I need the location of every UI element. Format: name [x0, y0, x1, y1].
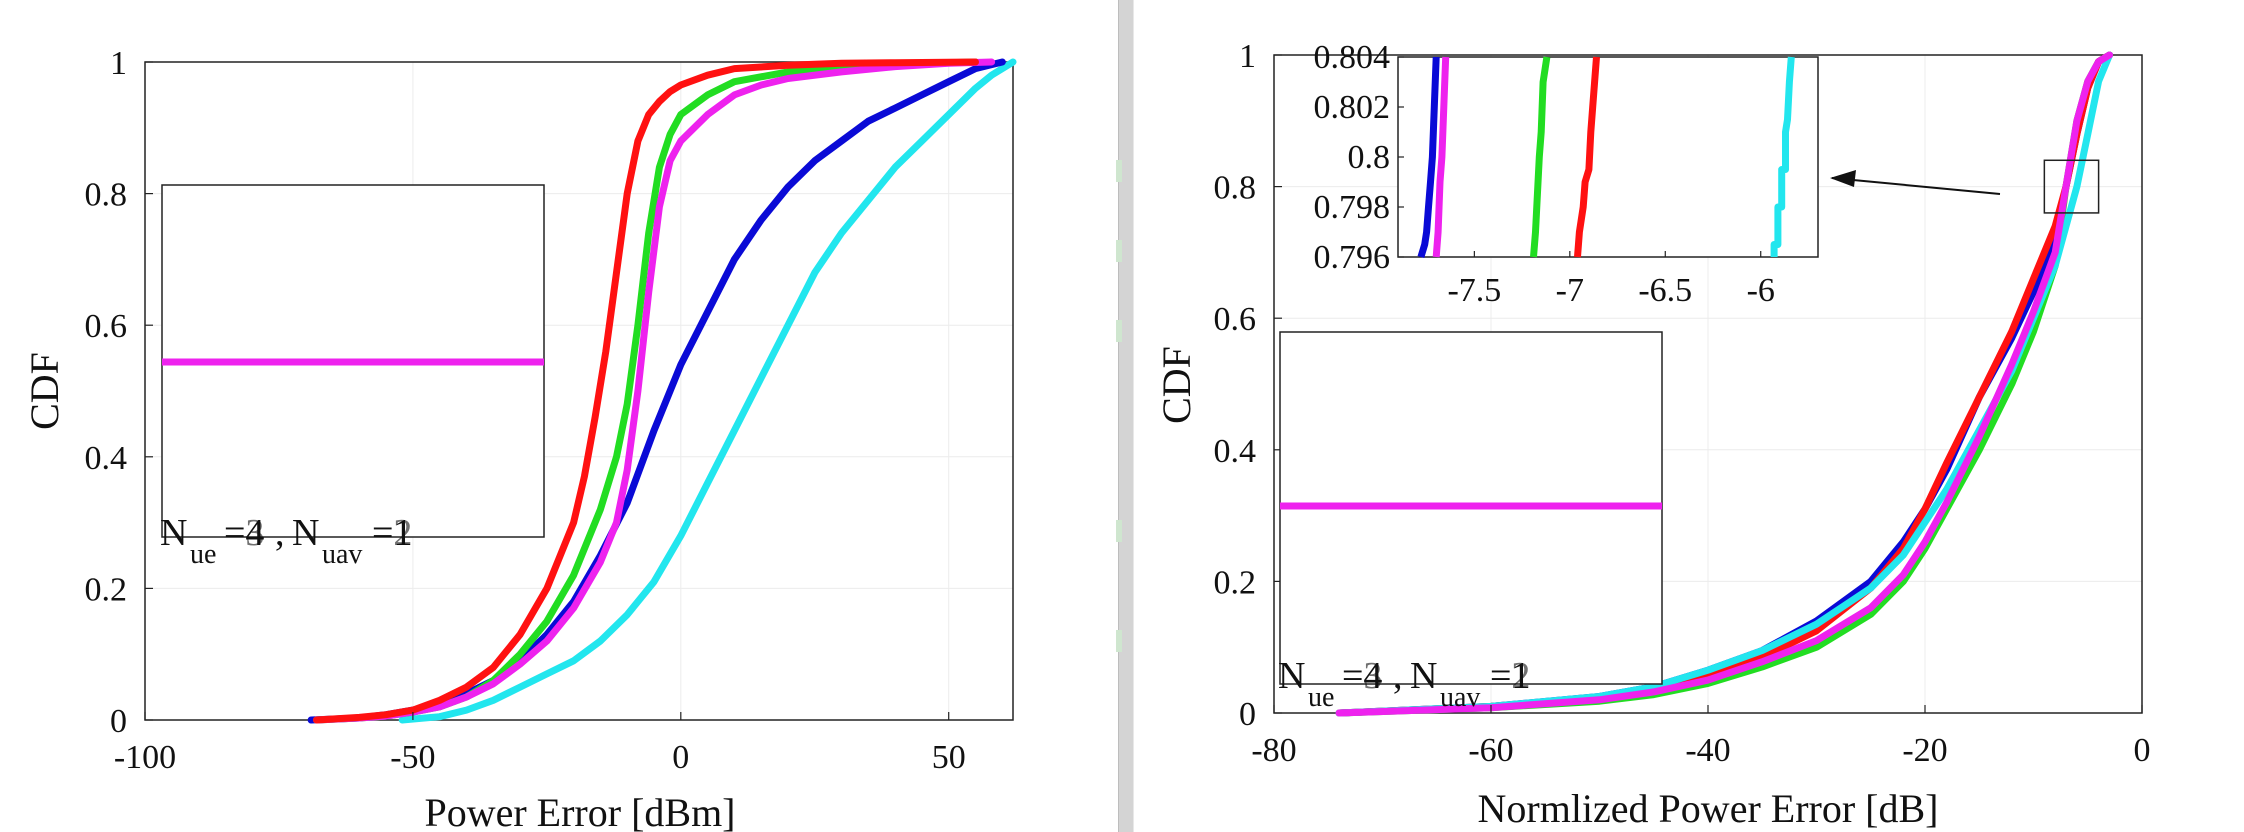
background-fragment: [1116, 630, 1122, 652]
series-group: [307, 58, 1017, 724]
y-axis-label: CDF: [22, 352, 67, 430]
x-tick-label: 50: [932, 739, 966, 776]
right-chart: -80 -60 -40 -20 0 00.20.40.60.81 -7.5 -7 -6.5-…: [1154, 38, 2151, 831]
legend-text-eq-uav: =1: [372, 512, 412, 554]
inset-x-ticks: -7.5 -7 -6.5 -6: [1447, 251, 1775, 309]
x-tick-label: -20: [1902, 732, 1947, 769]
inset-series-line-green: [1530, 56, 1551, 258]
x-tick-label: 0: [2134, 732, 2151, 769]
legend-text-n-ue: N: [160, 512, 187, 554]
legend-text-n-uav: N: [292, 512, 319, 554]
legend-text-eq-ue: =4: [224, 512, 264, 554]
series-line-magenta: [313, 58, 996, 724]
legend: N ue =3 =4 , N uav =2 =1: [1278, 331, 1663, 713]
x-axis-label: Normlized Power Error [dB]: [1478, 786, 1939, 831]
y-ticks: 0 0.2 0.4 0.6 0.8 1: [85, 45, 153, 740]
inset-frame: [1397, 56, 1819, 258]
legend-text-sub-ue: ue: [190, 539, 216, 570]
inset-series-line-blue: [1417, 56, 1440, 259]
inset-y-tick-label: 0.8: [1348, 139, 1391, 176]
legend: N ue =3 =4 , N uav =2 =1: [160, 184, 545, 570]
x-tick-label: -80: [1251, 732, 1296, 769]
legend-text-eq-ue: =4: [1342, 655, 1382, 697]
y-ticks: 0 0.2 0.4 0.6 0.8 1: [1214, 38, 1282, 733]
legend-text-comma: ,: [1393, 655, 1403, 697]
inset: -7.5 -7 -6.5 -6 0.796 0.798 0.8 0.802 0.804: [1314, 39, 1819, 309]
x-tick-label: -100: [114, 739, 176, 776]
y-tick-label: 1: [110, 45, 127, 82]
y-tick-label: 0.6: [1214, 301, 1257, 338]
y-tick-label: 0.2: [1214, 564, 1257, 601]
series-line-red: [313, 58, 979, 724]
inset-x-tick-label: -7.5: [1447, 272, 1501, 309]
legend-text-sub-ue: ue: [1308, 682, 1334, 713]
inset-y-tick-label: 0.802: [1314, 89, 1391, 126]
y-tick-label: 0: [110, 703, 127, 740]
background-fragment: [1116, 520, 1122, 542]
y-tick-label: 0.8: [1214, 170, 1257, 207]
legend-text-n-uav: N: [1410, 655, 1437, 697]
legend-text-eq-uav: =1: [1490, 655, 1530, 697]
legend-text-eq-uav-shadow: =2: [1490, 655, 1530, 697]
y-axis-label: CDF: [1154, 346, 1199, 424]
x-tick-label: -50: [390, 739, 435, 776]
series-line-cyan: [1335, 51, 2113, 717]
inset-series-line-red: [1574, 56, 1600, 258]
y-tick-label: 0.8: [85, 177, 128, 214]
inset-x-tick-label: -6.5: [1638, 272, 1692, 309]
inset-x-tick-label: -7: [1556, 272, 1584, 309]
x-tick-label: -40: [1685, 732, 1730, 769]
inset-y-tick-label: 0.798: [1314, 189, 1391, 226]
legend-text-n-ue: N: [1278, 655, 1305, 697]
legend-text-comma: ,: [275, 512, 285, 554]
inset-series-line-cyan: [1770, 56, 1795, 257]
inset-series-group: [1417, 56, 1795, 259]
background-fragment: [1116, 160, 1122, 182]
series-line-magenta: [1335, 51, 2113, 717]
y-tick-label: 0.4: [85, 440, 128, 477]
x-axis-label: Power Error [dBm]: [424, 790, 735, 832]
legend-text-eq-ue-shadow: =3: [1342, 655, 1382, 697]
inset-y-ticks: 0.796 0.798 0.8 0.802 0.804: [1314, 39, 1404, 276]
y-tick-label: 0: [1239, 696, 1256, 733]
x-tick-label: 0: [672, 739, 689, 776]
left-chart: -100 -50 0 50 0 0.2 0.4 0.6 0.8 1 N ue =3 =4 , N…: [22, 45, 1017, 832]
y-tick-label: 0.6: [85, 308, 128, 345]
background-fragment: [1116, 240, 1122, 262]
inset-series-line-magenta: [1432, 56, 1450, 258]
x-tick-label: -60: [1468, 732, 1513, 769]
legend-text-eq-ue-shadow: =3: [224, 512, 264, 554]
legend-text-eq-uav-shadow: =2: [372, 512, 412, 554]
zoom-arrow: [1830, 170, 2001, 195]
inset-y-tick-label: 0.796: [1314, 239, 1391, 276]
x-ticks: -100 -50 0 50: [114, 712, 966, 776]
legend-text-sub-uav: uav: [1440, 682, 1480, 713]
legend-text-sub-uav: uav: [322, 539, 362, 570]
series-group: [1335, 51, 2113, 717]
zoom-box: [2043, 159, 2100, 214]
inset-x-tick-label: -6: [1747, 272, 1775, 309]
y-tick-label: 0.4: [1214, 433, 1257, 470]
background-fragment: [1116, 320, 1122, 342]
y-tick-label: 0.2: [85, 571, 128, 608]
x-ticks: -80 -60 -40 -20 0: [1251, 705, 2151, 769]
plot-frame: [144, 61, 1014, 721]
series-line-cyan: [398, 58, 1017, 724]
y-tick-label: 1: [1239, 38, 1256, 75]
window-separator: [1118, 0, 1134, 832]
inset-y-tick-label: 0.804: [1314, 39, 1391, 76]
